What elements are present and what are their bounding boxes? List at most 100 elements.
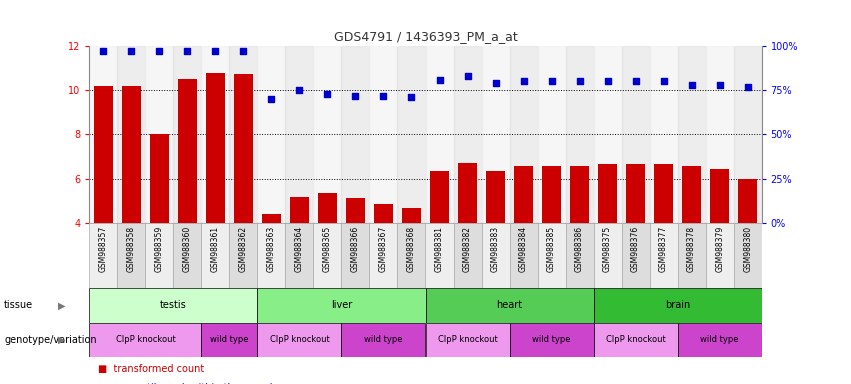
Bar — [234, 74, 254, 223]
Point — [321, 91, 334, 97]
Bar — [510, 323, 593, 357]
Bar — [542, 166, 562, 223]
Bar — [654, 164, 673, 223]
Text: ■  transformed count: ■ transformed count — [98, 364, 204, 374]
Text: wild type: wild type — [533, 335, 571, 344]
Text: GSM988368: GSM988368 — [407, 226, 416, 272]
Point — [405, 94, 419, 100]
Bar — [538, 223, 566, 288]
Text: GSM988364: GSM988364 — [295, 226, 304, 272]
Bar — [677, 323, 762, 357]
Text: ClpP knockout: ClpP knockout — [116, 335, 175, 344]
Text: GSM988357: GSM988357 — [99, 226, 108, 272]
Bar — [257, 46, 285, 223]
Text: tissue: tissue — [4, 300, 33, 310]
Point — [180, 48, 194, 55]
Text: GSM988386: GSM988386 — [575, 226, 584, 272]
Point — [629, 78, 643, 84]
Text: GSM988365: GSM988365 — [323, 226, 332, 272]
Bar — [621, 46, 649, 223]
Bar — [426, 288, 594, 323]
Point — [601, 78, 614, 84]
Bar — [649, 46, 677, 223]
Bar — [486, 171, 505, 223]
Bar — [430, 171, 449, 223]
Bar — [369, 223, 397, 288]
Bar — [510, 46, 538, 223]
Text: GSM988380: GSM988380 — [743, 226, 752, 272]
Point — [152, 48, 166, 55]
Text: GSM988363: GSM988363 — [267, 226, 276, 272]
Text: ClpP knockout: ClpP knockout — [606, 335, 665, 344]
Text: brain: brain — [665, 300, 690, 310]
Point — [657, 78, 671, 84]
Text: ▶: ▶ — [58, 335, 66, 345]
Bar — [649, 223, 677, 288]
Bar — [89, 323, 202, 357]
Point — [741, 84, 755, 90]
Bar — [397, 46, 426, 223]
Text: GSM988378: GSM988378 — [687, 226, 696, 272]
Bar — [257, 223, 285, 288]
Bar — [682, 166, 701, 223]
Bar — [402, 209, 421, 223]
Bar — [705, 223, 734, 288]
Bar — [734, 46, 762, 223]
Text: GSM988367: GSM988367 — [379, 226, 388, 272]
Point — [124, 48, 138, 55]
Text: GSM988377: GSM988377 — [660, 226, 668, 272]
Bar — [458, 163, 477, 223]
Text: ClpP knockout: ClpP knockout — [270, 335, 329, 344]
Bar — [122, 86, 141, 223]
Bar — [593, 323, 677, 357]
Text: GSM988382: GSM988382 — [463, 226, 472, 272]
Bar — [202, 323, 257, 357]
Text: GSM988376: GSM988376 — [631, 226, 640, 272]
Text: genotype/variation: genotype/variation — [4, 335, 97, 345]
Text: GSM988362: GSM988362 — [239, 226, 248, 272]
Bar — [202, 46, 230, 223]
Bar — [426, 223, 454, 288]
Text: GSM988381: GSM988381 — [435, 226, 444, 272]
Bar — [202, 223, 230, 288]
Bar — [738, 179, 757, 223]
Bar — [566, 46, 593, 223]
Bar — [146, 46, 174, 223]
Bar — [426, 323, 510, 357]
Point — [488, 80, 502, 86]
Text: ■  percentile rank within the sample: ■ percentile rank within the sample — [98, 383, 278, 384]
Bar — [625, 164, 645, 223]
Bar — [257, 323, 341, 357]
Bar — [454, 223, 482, 288]
Bar — [593, 46, 621, 223]
Text: GSM988383: GSM988383 — [491, 226, 500, 272]
Bar — [178, 79, 197, 223]
Text: GSM988385: GSM988385 — [547, 226, 556, 272]
Text: GSM988359: GSM988359 — [155, 226, 164, 272]
Bar — [482, 223, 510, 288]
Bar — [285, 223, 313, 288]
Bar — [89, 288, 257, 323]
Bar — [426, 46, 454, 223]
Bar — [150, 134, 169, 223]
Text: ClpP knockout: ClpP knockout — [437, 335, 497, 344]
Bar — [89, 46, 117, 223]
Bar — [230, 223, 257, 288]
Bar — [677, 46, 705, 223]
Bar — [341, 46, 369, 223]
Bar — [510, 223, 538, 288]
Bar — [230, 46, 257, 223]
Text: GSM988358: GSM988358 — [127, 226, 136, 272]
Point — [573, 78, 586, 84]
Text: ▶: ▶ — [58, 300, 66, 310]
Bar — [89, 223, 117, 288]
Bar — [677, 223, 705, 288]
Bar — [397, 223, 426, 288]
Bar — [206, 73, 226, 223]
Text: GSM988375: GSM988375 — [603, 226, 612, 272]
Bar — [346, 199, 365, 223]
Bar — [734, 223, 762, 288]
Bar — [374, 204, 393, 223]
Bar — [313, 46, 341, 223]
Bar — [710, 169, 729, 223]
